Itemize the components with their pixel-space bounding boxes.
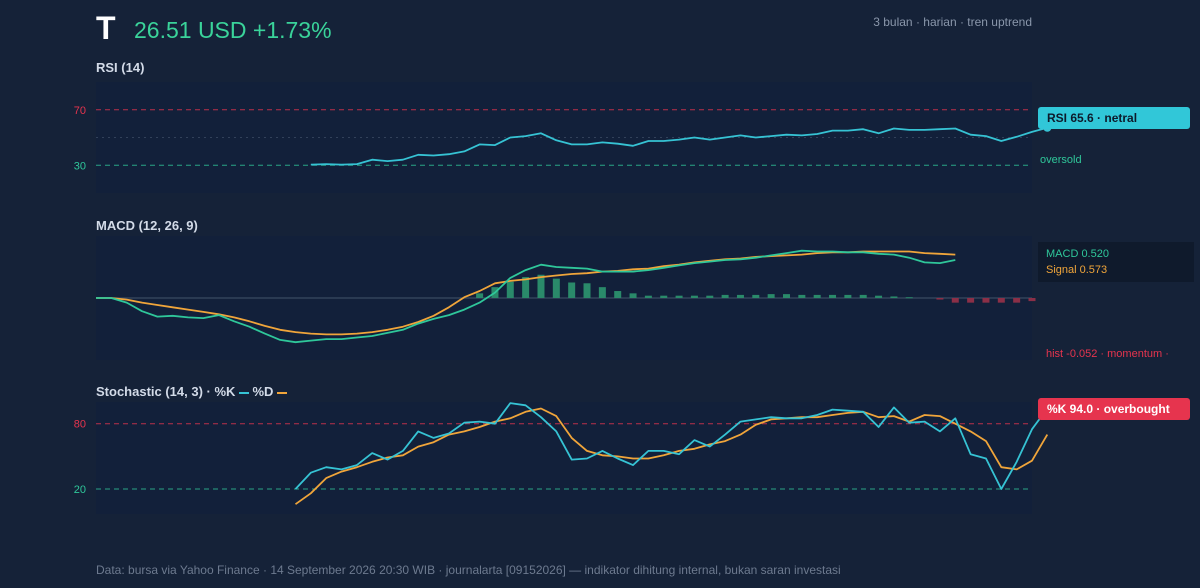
macd-hist-bar bbox=[614, 291, 622, 298]
macd-hist-bar bbox=[829, 294, 837, 298]
macd-hist-bar bbox=[476, 293, 484, 298]
macd-hist-bar bbox=[905, 297, 913, 299]
macd-hist-bar bbox=[798, 294, 806, 298]
hist-label: hist -0.052 · momentum · bbox=[1046, 348, 1169, 360]
macd-hist-bar bbox=[721, 294, 729, 298]
stoch-title-text: Stochastic (14, 3) · %K bbox=[96, 384, 236, 399]
macd-hist-bar bbox=[844, 294, 852, 298]
macd-hist-bar bbox=[767, 294, 775, 298]
macd-value-label: MACD 0.520 bbox=[1046, 248, 1109, 260]
macd-hist-bar bbox=[875, 295, 883, 298]
signal-value-label: Signal 0.573 bbox=[1046, 264, 1108, 276]
d-legend-label: %D bbox=[252, 384, 274, 399]
macd-line bbox=[96, 249, 956, 344]
signal-line bbox=[96, 250, 956, 336]
range-label: 3 bulan · harian · tren uptrend bbox=[873, 15, 1032, 29]
macd-hist-bar bbox=[1028, 298, 1036, 302]
k-legend-swatch bbox=[239, 391, 250, 394]
macd-hist-bar bbox=[782, 294, 790, 298]
macd-hist-bar bbox=[629, 293, 637, 298]
price-change: 26.51 USD +1.73% bbox=[134, 17, 332, 43]
macd-hist-bar bbox=[936, 298, 944, 300]
macd-hist-bar bbox=[522, 277, 530, 298]
macd-hist-bar bbox=[813, 294, 821, 298]
rsi-level-30: 30 bbox=[74, 160, 86, 172]
macd-hist-bar bbox=[967, 298, 975, 303]
macd-title: MACD (12, 26, 9) bbox=[96, 218, 198, 233]
stoch-badge: %K 94.0 · overbought bbox=[1038, 398, 1190, 420]
rsi-line bbox=[310, 126, 1048, 166]
d-legend-swatch bbox=[277, 391, 288, 394]
macd-hist-bar bbox=[890, 296, 898, 298]
rsi-level-70: 70 bbox=[74, 105, 86, 117]
macd-hist-bar bbox=[598, 287, 606, 298]
macd-hist-bar bbox=[982, 298, 990, 303]
ticker-symbol: T bbox=[96, 10, 116, 46]
stoch-level-20: 20 bbox=[74, 484, 86, 496]
macd-hist-bar bbox=[644, 295, 652, 298]
stoch-panel-bg bbox=[96, 402, 1032, 514]
macd-hist-bar bbox=[583, 283, 591, 298]
macd-hist-bar bbox=[1013, 298, 1021, 303]
macd-hist-bar bbox=[706, 295, 714, 298]
stoch-title: Stochastic (14, 3) · %K %D bbox=[96, 384, 290, 399]
rsi-badge: RSI 65.6 · netral bbox=[1038, 107, 1190, 129]
macd-hist-bar bbox=[552, 278, 560, 298]
macd-hist-bar bbox=[951, 298, 959, 303]
macd-hist-bar bbox=[568, 282, 576, 298]
stoch-k-line bbox=[294, 402, 1049, 490]
footer-source: Data: bursa via Yahoo Finance · 14 Septe… bbox=[96, 563, 841, 577]
macd-hist-bar bbox=[997, 298, 1005, 303]
macd-hist-bar bbox=[859, 294, 867, 298]
rsi-title: RSI (14) bbox=[96, 60, 145, 75]
macd-hist-bar bbox=[506, 281, 514, 298]
macd-hist-bar bbox=[736, 294, 744, 298]
macd-legend-box: MACD 0.520 Signal 0.573 bbox=[1038, 242, 1194, 282]
macd-hist-bar bbox=[690, 295, 698, 298]
oversold-label: oversold bbox=[1040, 154, 1082, 166]
macd-hist-bar bbox=[752, 294, 760, 298]
macd-hist-bar bbox=[537, 274, 545, 298]
macd-hist-bar bbox=[675, 295, 683, 298]
macd-hist-bar bbox=[660, 295, 668, 298]
stoch-level-80: 80 bbox=[74, 419, 86, 431]
